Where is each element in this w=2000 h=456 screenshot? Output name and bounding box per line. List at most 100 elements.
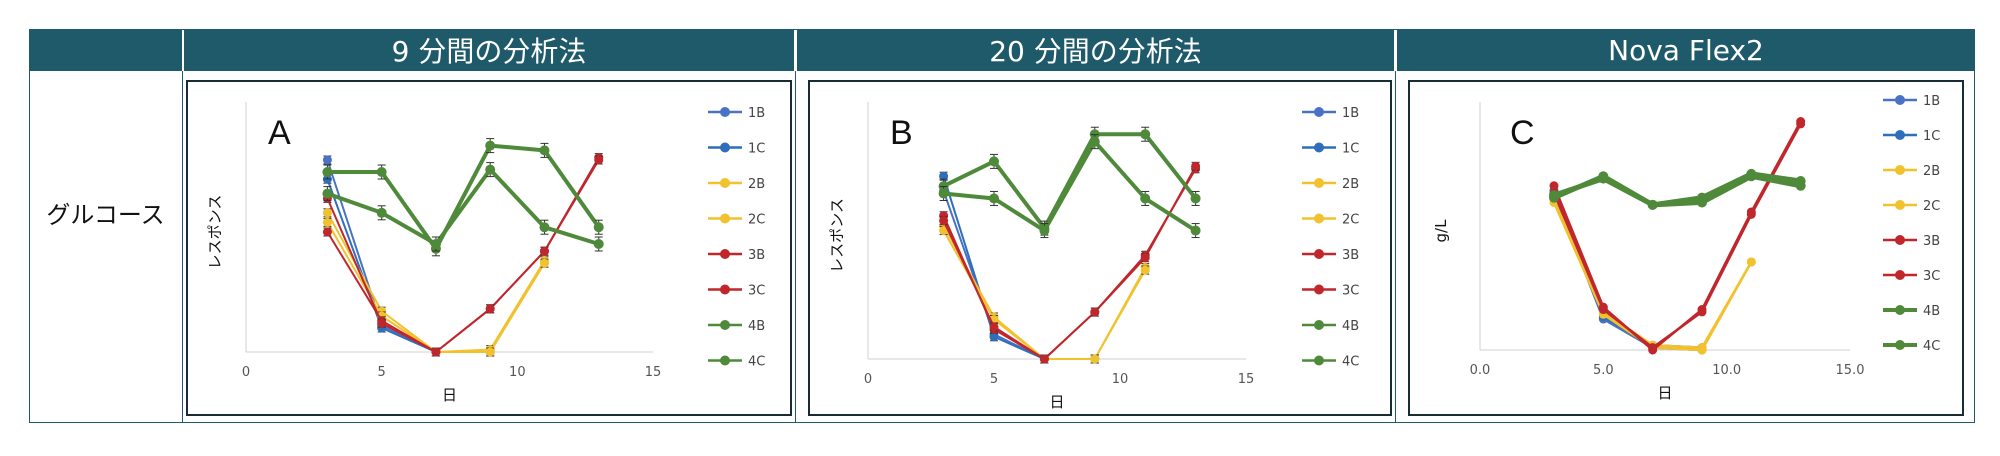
series-line-4B xyxy=(942,132,1198,231)
data-point-2C xyxy=(1697,345,1707,355)
x-tick-label: 10.0 xyxy=(1712,363,1741,378)
legend-label-2B: 2B xyxy=(1342,177,1359,192)
legend-marker-1C xyxy=(1314,142,1324,153)
data-point-3C xyxy=(989,322,999,332)
column-divider xyxy=(795,71,796,423)
legend-marker-1C xyxy=(1895,130,1905,140)
row-label-glucose: グルコース xyxy=(46,201,165,229)
legend-label-2B: 2B xyxy=(1923,164,1940,179)
data-point-4C xyxy=(1598,173,1609,184)
legend-label-3C: 3C xyxy=(748,284,765,299)
data-point-2C xyxy=(485,347,495,357)
data-point-4C xyxy=(430,239,441,249)
legend-label-3C: 3C xyxy=(1923,269,1940,284)
data-point-4B xyxy=(593,222,604,233)
legend-marker-1B xyxy=(720,107,730,117)
series-line-2C xyxy=(942,230,1147,360)
header-9min-method: 9 分間の分析法 xyxy=(184,29,794,71)
series-line-2C xyxy=(1552,201,1753,352)
series-line-3B xyxy=(1552,120,1802,352)
series-line-3C xyxy=(942,165,1197,360)
data-point-3C xyxy=(1796,119,1806,129)
series-line-4C xyxy=(326,167,600,246)
legend-marker-2C xyxy=(1314,213,1324,224)
data-point-4C xyxy=(1190,225,1201,236)
data-point-4C xyxy=(1039,225,1050,236)
panel-label: C xyxy=(1510,114,1535,152)
data-point-4B xyxy=(376,167,387,177)
legend-label-4C: 4C xyxy=(1923,339,1940,354)
data-point-4C xyxy=(938,188,949,199)
chart-c-svg: 0.0 5.0 10.0 15.0 日 g/L C 1B 1C 2B 2C 3B 3C 4B 4C xyxy=(1432,94,1940,402)
data-point-4C xyxy=(322,188,333,199)
data-point-4C xyxy=(539,222,550,233)
legend-label-4B: 4B xyxy=(1923,304,1940,319)
series-line-3C xyxy=(326,159,600,353)
x-axis-label: 日 xyxy=(1657,384,1672,402)
x-tick-label: 5 xyxy=(378,365,386,380)
data-point-4B xyxy=(485,140,496,151)
legend-marker-2C xyxy=(1895,200,1905,210)
data-point-2C xyxy=(1140,265,1150,275)
series-line-1C xyxy=(1552,190,1703,349)
data-point-4C xyxy=(1140,193,1151,204)
data-point-2B xyxy=(322,208,332,218)
y-axis-label: レスポンス xyxy=(828,198,846,273)
legend-label-4C: 4C xyxy=(1342,355,1359,370)
legend-marker-2B xyxy=(1895,165,1905,175)
legend-marker-4B xyxy=(720,320,730,330)
data-point-4B xyxy=(989,156,999,167)
header-20min-method: 20 分間の分析法 xyxy=(797,29,1394,71)
x-tick-label: 5 xyxy=(990,372,998,387)
legend-label-1B: 1B xyxy=(1342,106,1359,121)
data-point-2C xyxy=(322,217,332,227)
x-tick-label: 0 xyxy=(864,372,872,387)
legend-label-3B: 3B xyxy=(748,248,765,263)
data-point-4B xyxy=(322,167,333,177)
chart-panel-a: 0 5 10 15 日 レスポンス A 1B 1C 2B 2C 3B 3C 4B 4C xyxy=(186,80,792,416)
chart-a-svg: 0 5 10 15 日 レスポンス A 1B 1C 2B 2C 3B 3C 4B 4C xyxy=(206,102,765,404)
legend-label-1C: 1C xyxy=(1923,129,1940,144)
legend-marker-4B xyxy=(1314,320,1324,330)
x-tick-label: 10 xyxy=(509,365,526,380)
legend-marker-1C xyxy=(720,142,730,153)
data-point-2C xyxy=(1746,257,1756,267)
data-point-3C xyxy=(539,246,549,256)
data-point-3C xyxy=(1697,307,1707,317)
x-tick-label: 0 xyxy=(242,365,250,380)
legend-marker-1B xyxy=(1895,95,1905,105)
header-nova-flex2: Nova Flex2 xyxy=(1397,29,1975,71)
data-point-1C xyxy=(939,171,949,181)
x-tick-label: 15 xyxy=(645,365,662,380)
legend-label-2C: 2C xyxy=(748,213,765,228)
data-point-3B xyxy=(322,227,332,237)
legend-label-2C: 2C xyxy=(1923,199,1940,214)
data-point-4C xyxy=(1647,199,1658,210)
data-point-4C xyxy=(1746,168,1757,179)
legend-label-3B: 3B xyxy=(1923,234,1940,249)
data-point-4B xyxy=(1140,129,1151,140)
data-point-4C xyxy=(1089,136,1100,147)
panel-label: B xyxy=(890,114,913,152)
legend-marker-3C xyxy=(1895,270,1905,280)
data-point-3C xyxy=(485,304,495,314)
series-line-2B xyxy=(326,212,546,353)
panel-label: A xyxy=(268,114,291,152)
x-tick-label: 15.0 xyxy=(1836,363,1865,378)
column-divider xyxy=(1395,71,1396,423)
chart-b-svg: 0 5 10 15 日 レスポンス B 1B 1C 2B 2C 3B 3C 4B 4C xyxy=(828,102,1359,411)
data-point-3C xyxy=(431,347,441,357)
y-axis-label: レスポンス xyxy=(206,195,224,270)
legend-marker-3C xyxy=(1314,284,1324,295)
legend-marker-2B xyxy=(720,178,730,188)
legend-marker-3B xyxy=(1314,249,1324,259)
data-point-3C xyxy=(1039,354,1049,364)
data-point-3C xyxy=(1746,209,1756,219)
column-divider xyxy=(182,71,183,423)
legend-marker-3B xyxy=(720,249,730,259)
legend-label-1C: 1C xyxy=(1342,142,1359,157)
data-point-4C xyxy=(485,164,496,175)
x-tick-label: 5.0 xyxy=(1593,363,1614,378)
data-point-3B xyxy=(1549,181,1559,191)
series-line-4C xyxy=(943,139,1197,233)
